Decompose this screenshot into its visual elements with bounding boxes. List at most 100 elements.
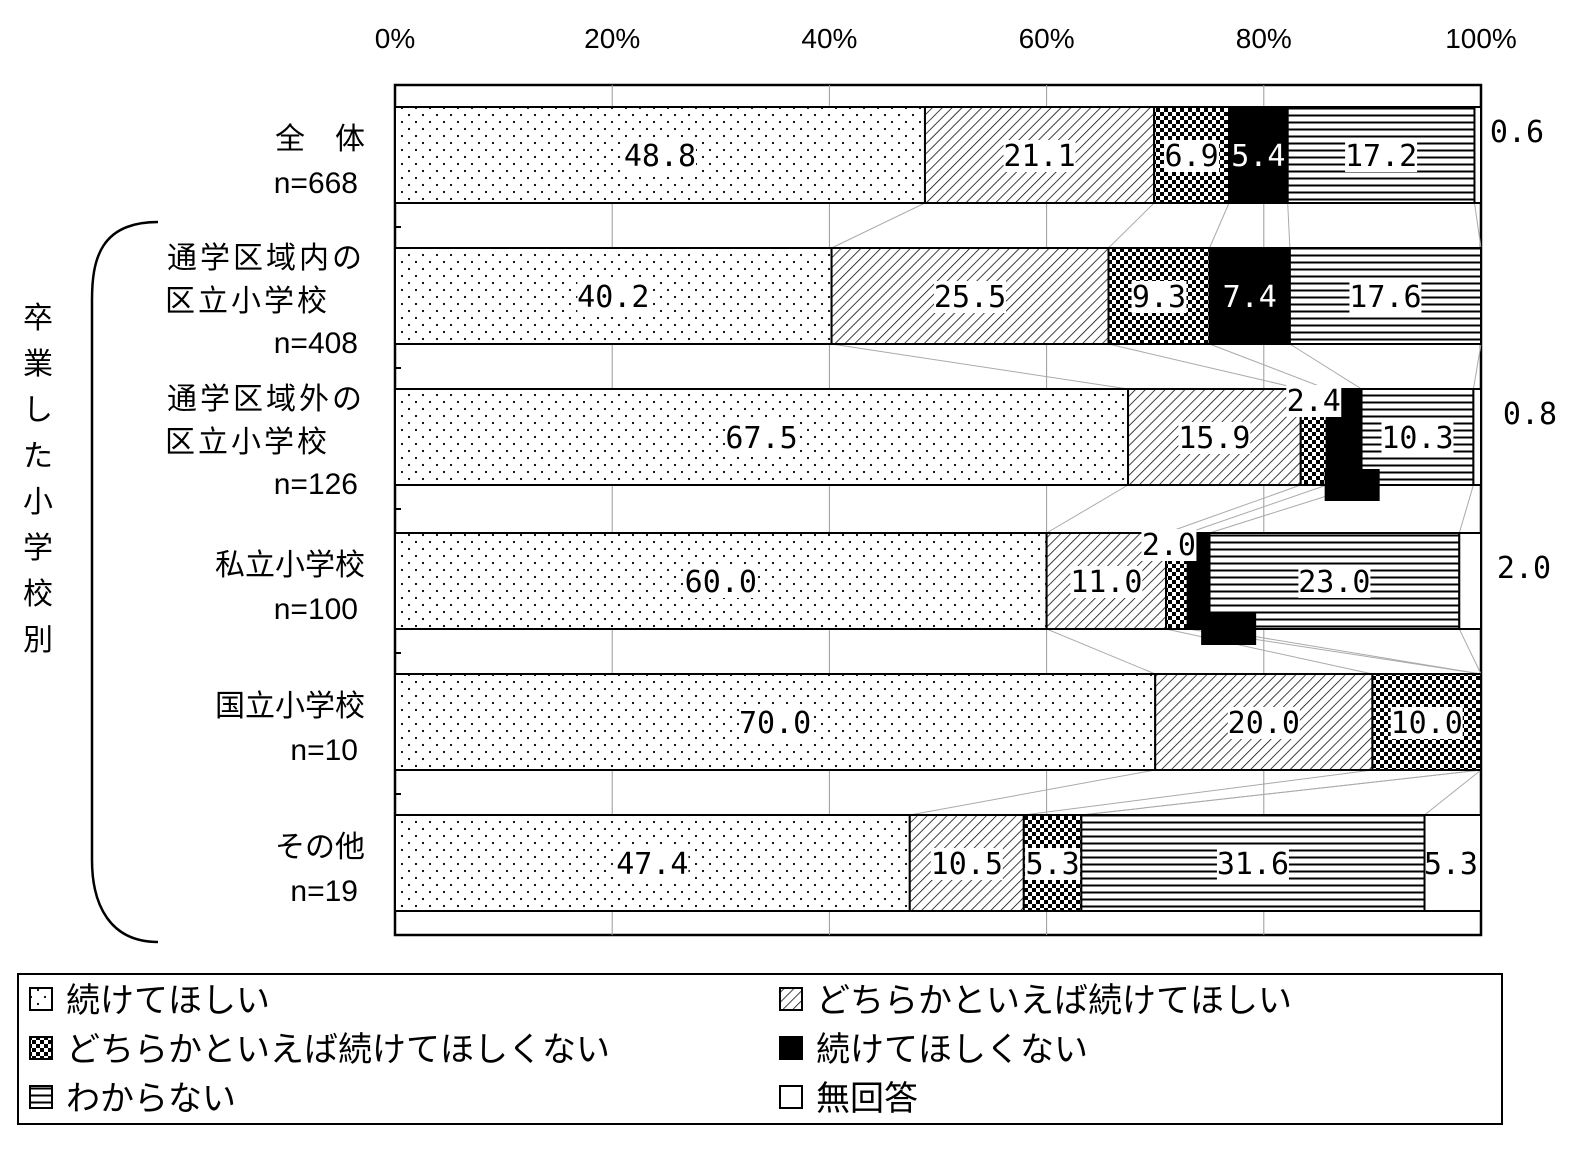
segment-label-bg [1227, 707, 1300, 739]
segment-value-label: 9.3 [1132, 280, 1186, 315]
segment-value-label: 2.0 [1497, 551, 1551, 586]
legend-frame [17, 973, 1503, 1125]
connector-line [1287, 202, 1291, 249]
grid-layer [393, 83, 1483, 937]
sample-size-label: n=668 [274, 167, 358, 200]
segment-value-label: 5.4 [1231, 139, 1285, 174]
segment-value-label: 17.6 [1349, 280, 1421, 315]
connector-line [1081, 769, 1482, 816]
legend-swatch [779, 1085, 803, 1109]
x-tick-label: 0% [375, 23, 415, 54]
segment-value-label: 2.0 [1202, 612, 1256, 647]
segment-value-label: 3.2 [1325, 468, 1379, 503]
segment-value-label: 31.6 [1217, 847, 1289, 882]
connector-line [1473, 202, 1482, 249]
segment-label-bg [1003, 140, 1076, 172]
segment-value-label: 7.4 [1223, 280, 1277, 315]
category-label: 私立小学校 [215, 548, 365, 583]
segment-labels: 48.8 21.1 6.9 5.4 17.2 0.6 40.2 25.5 9.3 7.4 17.6 6… [577, 115, 1557, 882]
segment-value-label: 0.6 [1490, 115, 1544, 150]
segment-value-label: 10.3 [1381, 421, 1453, 456]
x-tick-label: 100% [1445, 23, 1517, 54]
segment-label-bg [1025, 848, 1081, 880]
connector-line [1472, 343, 1482, 390]
group-label-char: 小 [23, 485, 53, 520]
segment-value-label: 47.4 [616, 847, 688, 882]
segment-label-bg [1298, 566, 1371, 598]
connector-line [1187, 484, 1327, 534]
segment-label-bg [1349, 281, 1422, 313]
legend-swatch [779, 987, 803, 1011]
connector-line [1108, 202, 1155, 249]
sample-size-label: n=126 [274, 468, 358, 501]
segment-value-label: 70.0 [739, 706, 811, 741]
legend-label: 続けてほしい [66, 981, 270, 1021]
legend-swatch [29, 1085, 53, 1109]
segment-value-label: 2.0 [1142, 528, 1196, 563]
segment-label-bg [739, 707, 812, 739]
legend-swatch [779, 1036, 803, 1060]
segment-value-label: 5.3 [1424, 847, 1478, 882]
segment-value-label: 23.0 [1298, 565, 1370, 600]
segment-value-label: 10.0 [1391, 706, 1463, 741]
segment-label-bg [1141, 529, 1197, 561]
segment-label-bg [1230, 140, 1286, 172]
connector-line [1458, 628, 1482, 675]
group-label-char: 業 [23, 347, 53, 382]
sample-size-label: n=100 [274, 593, 358, 626]
segment-label-bg [934, 281, 1007, 313]
bar-segment [1458, 532, 1483, 630]
bar-segment [1423, 814, 1482, 912]
segment-label-bg [930, 848, 1003, 880]
group-bracket [90, 220, 159, 944]
group-label-char: 校 [23, 577, 53, 612]
group-label-char: し [23, 393, 53, 428]
plot-frame [393, 83, 1483, 937]
segment-value-label: 40.2 [577, 280, 649, 315]
category-label: 国立小学校 [215, 689, 365, 724]
segment-label-bg [623, 140, 696, 172]
segment-value-label: 15.9 [1178, 421, 1250, 456]
segment-label-bg [577, 281, 650, 313]
segment-value-label: 20.0 [1228, 706, 1300, 741]
segment-value-label: 10.5 [931, 847, 1003, 882]
segment-label-bg [1286, 385, 1342, 417]
sample-size-label: n=19 [290, 875, 358, 908]
bars [394, 106, 1483, 912]
connector-line [831, 343, 1129, 390]
sample-size-label: n=10 [290, 734, 358, 767]
connector-line [1165, 484, 1301, 534]
connector-line [1046, 628, 1156, 675]
x-axis-ticks: 0% 20% 40% 60% 80% 100% [375, 23, 1517, 54]
segment-value-label: 17.2 [1345, 139, 1417, 174]
segment-value-label: 21.1 [1003, 139, 1075, 174]
segment-label-bg [616, 848, 689, 880]
category-label: 通学区域内の [167, 241, 365, 276]
segment-label-bg [725, 422, 798, 454]
segment-label-bg [1164, 140, 1220, 172]
connector-line [1209, 202, 1230, 249]
segment-value-label: 2.4 [1287, 384, 1341, 419]
bar-segment [1472, 388, 1482, 486]
bar-segment [1107, 247, 1211, 345]
segment-value-label: 25.5 [934, 280, 1006, 315]
connector-line [909, 769, 1156, 816]
bar-segment [1080, 814, 1426, 912]
legend-label: わからない [66, 1079, 236, 1119]
segment-value-label: 6.9 [1164, 139, 1218, 174]
bar-segment [1473, 106, 1483, 204]
segment-value-label: 0.8 [1503, 397, 1557, 432]
group-label-char: 別 [23, 623, 53, 658]
segment-label-bg [1131, 281, 1187, 313]
category-label: その他 [275, 830, 365, 865]
group-label-char: 学 [23, 531, 53, 566]
legend-label: どちらかといえば続けてほしい [816, 981, 1292, 1021]
connector-line [1108, 343, 1301, 390]
legend-swatch [29, 1036, 53, 1060]
category-label: 通学区域外の [167, 382, 365, 417]
segment-label-bg [1381, 422, 1454, 454]
legend-swatch [29, 987, 53, 1011]
connector-line [1023, 769, 1373, 816]
